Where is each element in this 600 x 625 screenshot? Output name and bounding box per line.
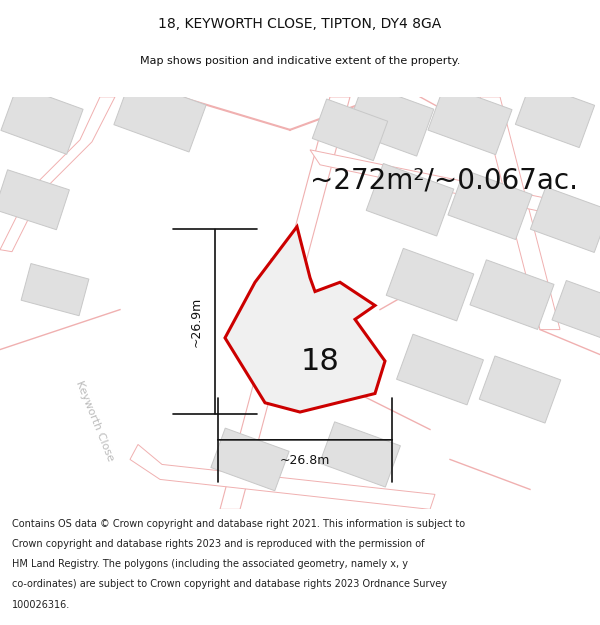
Polygon shape [114, 78, 206, 152]
Polygon shape [479, 356, 561, 423]
Text: ~26.9m: ~26.9m [190, 296, 203, 347]
Polygon shape [310, 150, 580, 220]
Text: HM Land Registry. The polygons (including the associated geometry, namely x, y: HM Land Registry. The polygons (includin… [12, 559, 408, 569]
Text: co-ordinates) are subject to Crown copyright and database rights 2023 Ordnance S: co-ordinates) are subject to Crown copyr… [12, 579, 447, 589]
Polygon shape [386, 248, 474, 321]
Polygon shape [428, 85, 512, 154]
Polygon shape [211, 428, 289, 491]
Polygon shape [346, 84, 434, 156]
Polygon shape [480, 97, 560, 329]
Polygon shape [552, 281, 600, 339]
Polygon shape [21, 264, 89, 316]
Text: Keyworth Close: Keyworth Close [267, 254, 309, 338]
Text: Keyworth Close: Keyworth Close [74, 379, 116, 463]
Text: ~272m²/~0.067ac.: ~272m²/~0.067ac. [310, 166, 578, 194]
Polygon shape [130, 444, 435, 509]
Text: 18, KEYWORTH CLOSE, TIPTON, DY4 8GA: 18, KEYWORTH CLOSE, TIPTON, DY4 8GA [158, 18, 442, 31]
Text: 100026316.: 100026316. [12, 599, 70, 609]
Polygon shape [515, 82, 595, 148]
Polygon shape [1, 86, 83, 154]
Polygon shape [470, 260, 554, 329]
Polygon shape [312, 99, 388, 161]
Polygon shape [0, 97, 115, 252]
Polygon shape [0, 170, 70, 230]
Polygon shape [366, 164, 454, 236]
Polygon shape [448, 170, 532, 239]
Text: Contains OS data © Crown copyright and database right 2021. This information is : Contains OS data © Crown copyright and d… [12, 519, 465, 529]
Text: Map shows position and indicative extent of the property.: Map shows position and indicative extent… [140, 56, 460, 66]
Polygon shape [320, 422, 400, 487]
Text: Crown copyright and database rights 2023 and is reproduced with the permission o: Crown copyright and database rights 2023… [12, 539, 425, 549]
Polygon shape [220, 97, 350, 509]
Text: 18: 18 [301, 346, 340, 376]
Polygon shape [397, 334, 484, 405]
Text: ~26.8m: ~26.8m [280, 454, 330, 467]
Polygon shape [225, 227, 385, 412]
Polygon shape [530, 187, 600, 253]
